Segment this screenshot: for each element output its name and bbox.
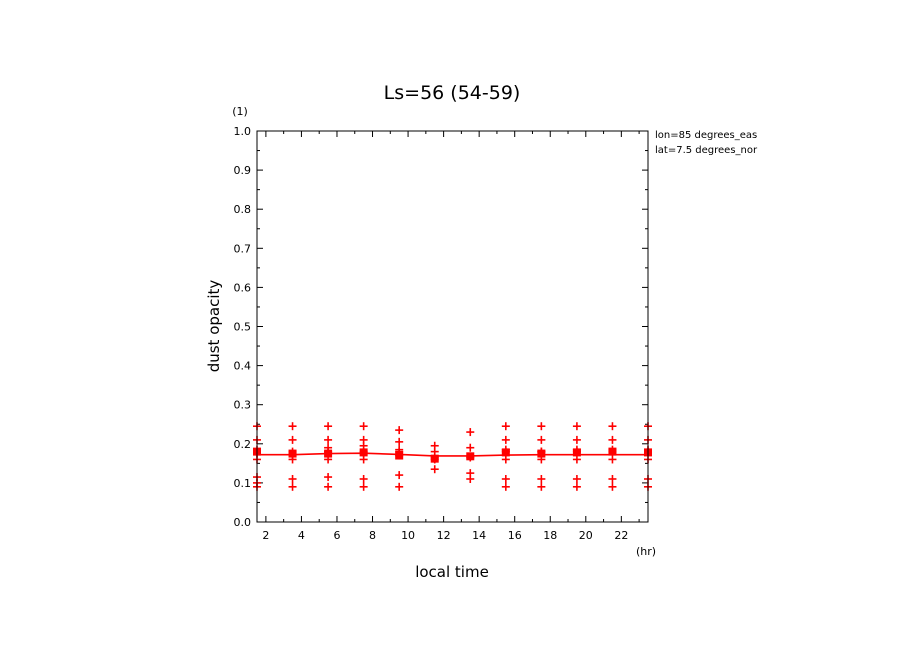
data-point: [395, 482, 404, 491]
x-tick-label: 12: [437, 529, 451, 542]
data-point: [466, 428, 475, 437]
data-point: [572, 435, 581, 444]
x-axis-label: local time: [415, 563, 489, 581]
data-point: [395, 426, 404, 435]
data-marks: [253, 422, 652, 491]
data-point: [501, 455, 510, 464]
x-tick-label: 8: [369, 529, 376, 542]
mean-marker: [395, 451, 404, 460]
y-tick-label: 1.0: [234, 125, 252, 138]
x-unit-label: (hr): [636, 545, 656, 558]
data-point: [324, 422, 333, 431]
data-point: [572, 422, 581, 431]
axis-ticks: 0.0 0.1 0.2 0.3 0.4 0.5 0.6 0.7 0.8 0.9 1.0 2 4 6 8 10 1…: [234, 125, 648, 542]
data-point: [430, 465, 439, 474]
y-axis-label: dust opacity: [205, 280, 223, 373]
data-point: [608, 455, 617, 464]
data-point: [501, 482, 510, 491]
x-tick-label: 16: [508, 529, 522, 542]
data-point: [572, 474, 581, 483]
data-point: [572, 482, 581, 491]
data-point: [324, 435, 333, 444]
mean-marker: [572, 448, 581, 457]
annotation-lon: lon=85 degrees_eas: [655, 130, 757, 141]
x-tick-label: 22: [614, 529, 628, 542]
y-unit-label: (1): [232, 105, 248, 118]
plot-frame: [256, 130, 649, 523]
mean-marker: [288, 449, 297, 458]
data-point: [359, 422, 368, 431]
data-point: [288, 482, 297, 491]
data-point: [608, 482, 617, 491]
y-tick-label: 0.2: [234, 438, 252, 451]
data-point: [537, 474, 546, 483]
y-tick-label: 0.8: [234, 203, 252, 216]
y-tick-label: 0.9: [234, 164, 252, 177]
mean-marker: [501, 448, 510, 457]
data-point: [288, 474, 297, 483]
data-point: [324, 473, 333, 482]
y-tick-label: 0.7: [234, 242, 252, 255]
mean-line: [257, 452, 648, 457]
data-point: [395, 437, 404, 446]
y-tick-label: 0.1: [234, 477, 252, 490]
y-tick-label: 0.6: [234, 281, 252, 294]
data-point: [466, 443, 475, 452]
data-point: [537, 482, 546, 491]
y-tick-label: 0.0: [234, 516, 252, 529]
x-tick-label: 14: [472, 529, 486, 542]
data-point: [288, 422, 297, 431]
y-tick-label: 0.3: [234, 399, 252, 412]
data-point: [572, 455, 581, 464]
x-tick-label: 20: [579, 529, 593, 542]
data-point: [608, 435, 617, 444]
y-tick-label: 0.5: [234, 321, 252, 334]
x-tick-label: 10: [401, 529, 415, 542]
mean-marker: [430, 454, 439, 463]
data-point: [466, 474, 475, 483]
data-point: [359, 474, 368, 483]
mean-marker: [608, 447, 617, 456]
data-point: [501, 435, 510, 444]
x-tick-label: 4: [298, 529, 305, 542]
data-point: [288, 435, 297, 444]
x-tick-label: 18: [543, 529, 557, 542]
data-point: [537, 435, 546, 444]
data-point: [537, 422, 546, 431]
data-point: [501, 422, 510, 431]
chart-title: Ls=56 (54-59): [384, 82, 521, 104]
y-tick-label: 0.4: [234, 360, 252, 373]
data-point: [395, 471, 404, 480]
annotation-lat: lat=7.5 degrees_nor: [655, 145, 758, 156]
data-point: [324, 482, 333, 491]
data-point: [608, 474, 617, 483]
data-point: [608, 422, 617, 431]
x-tick-label: 6: [333, 529, 340, 542]
data-point: [501, 474, 510, 483]
data-point: [359, 482, 368, 491]
x-tick-label: 2: [262, 529, 269, 542]
mean-marker: [537, 449, 546, 458]
